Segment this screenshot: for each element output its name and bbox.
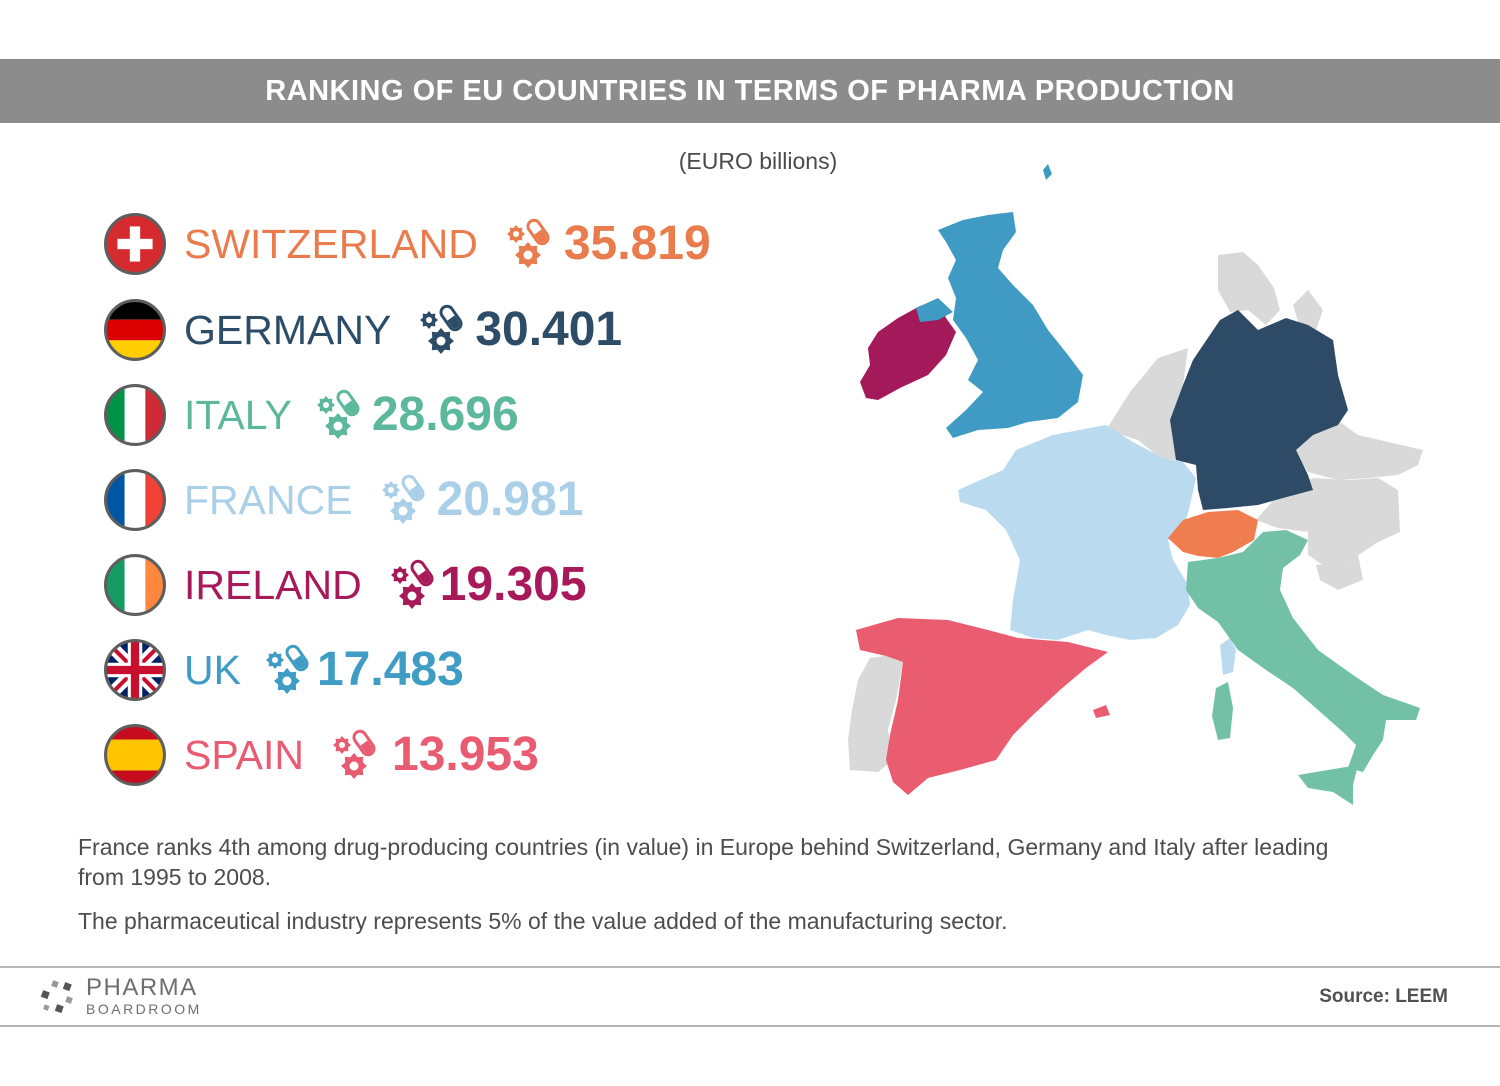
value-label-switzerland: 35.819 (563, 217, 711, 270)
map-uk (938, 212, 1083, 438)
map-france (958, 425, 1196, 640)
map-spain (856, 618, 1108, 795)
gears-pill-icon (316, 389, 360, 439)
country-label-switzerland: SWITZERLAND (184, 220, 478, 267)
value-label-ireland: 19.305 (439, 558, 587, 611)
map-balearics (1093, 705, 1110, 718)
source-label: Source: LEEM (1319, 986, 1448, 1007)
map-switzerland (1168, 510, 1258, 558)
chart-title: RANKING OF EU COUNTRIES IN TERMS OF PHAR… (0, 59, 1500, 123)
value-label-germany: 30.401 (475, 303, 623, 356)
gears-pill-icon (381, 474, 425, 524)
germany-flag-icon (104, 299, 166, 361)
value-label-france: 20.981 (436, 473, 584, 526)
value-label-spain: 13.953 (392, 728, 539, 781)
gears-pill-icon (420, 304, 463, 354)
rank-row-spain: SPAIN 13.953 (104, 723, 539, 787)
map-balkans (1316, 555, 1363, 590)
map-ireland (860, 300, 956, 400)
ireland-flag-icon (104, 554, 166, 616)
note-ranking: France ranks 4th among drug-producing co… (78, 834, 1329, 890)
map-benelux (1106, 348, 1188, 460)
country-label-germany: GERMANY (184, 306, 392, 353)
rank-row-italy: ITALY 28.696 (104, 383, 519, 447)
uk-flag-icon (104, 639, 166, 701)
footer-top-rule (0, 966, 1500, 968)
map-czechia-poland (1296, 418, 1423, 480)
country-label-ireland: IRELAND (184, 561, 362, 608)
gears-pill-icon (333, 729, 376, 779)
value-label-italy: 28.696 (371, 388, 519, 441)
map-austria-hungary (1256, 478, 1400, 565)
rank-row-ireland: IRELAND 19.305 (104, 553, 587, 617)
gears-pill-icon (265, 644, 309, 694)
map-corsica (1220, 638, 1236, 675)
value-label-uk: 17.483 (316, 643, 464, 696)
gears-pill-icon (390, 559, 434, 609)
map-sardinia (1212, 682, 1233, 740)
map-shetland (1043, 164, 1052, 180)
map-sicily (1298, 765, 1358, 805)
map-northern-ireland (916, 298, 953, 322)
italy-flag-icon (104, 384, 166, 446)
europe-map (848, 164, 1423, 805)
map-italy (1186, 530, 1420, 772)
rank-row-france: FRANCE 20.981 (104, 468, 583, 532)
unit-label: (EURO billions) (678, 148, 838, 174)
note-value-added: The pharmaceutical industry represents 5… (78, 908, 1008, 934)
map-germany (1170, 310, 1348, 510)
country-label-uk: UK (184, 646, 241, 693)
rank-row-germany: GERMANY 30.401 (104, 298, 622, 362)
france-flag-icon (104, 469, 166, 531)
logo-line2: BOARDROOM (86, 1001, 202, 1017)
rank-row-switzerland: SWITZERLAND 35.819 (104, 212, 711, 276)
map-sweden-bits (1293, 290, 1323, 330)
pharma-boardroom-logo: PHARMA BOARDROOM (38, 976, 202, 1016)
country-label-italy: ITALY (184, 391, 292, 438)
logo-line1: PHARMA (86, 974, 198, 1001)
footer-bottom-rule (0, 1025, 1500, 1027)
logo-dots-icon (40, 980, 73, 1014)
switzerland-flag-icon (104, 213, 166, 275)
gears-pill-icon (506, 218, 550, 268)
map-norway-denmark (1218, 252, 1280, 325)
country-label-spain: SPAIN (184, 731, 304, 778)
spain-flag-icon (104, 724, 166, 786)
country-label-france: FRANCE (184, 476, 353, 523)
rank-row-uk: UK 17.483 (104, 638, 464, 702)
